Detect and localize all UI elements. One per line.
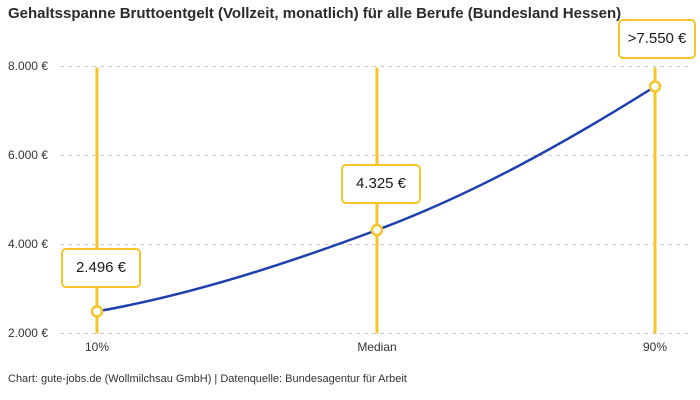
x-tick-90pct: 90% xyxy=(642,340,668,354)
y-tick-4000: 4.000 € xyxy=(7,237,48,251)
value-label-90pct: >7.550 € xyxy=(618,19,696,59)
chart-title: Gehaltsspanne Bruttoentgelt (Vollzeit, m… xyxy=(8,5,622,22)
y-tick-2000: 2.000 € xyxy=(7,326,48,340)
y-tick-6000: 6.000 € xyxy=(7,148,48,162)
x-tick-10pct: 10% xyxy=(84,340,110,354)
source-attribution: Chart: gute-jobs.de (Wollmilchsau GmbH) … xyxy=(8,373,407,385)
value-label-median: 4.325 € xyxy=(341,164,421,204)
y-tick-8000: 8.000 € xyxy=(7,59,48,73)
value-label-10pct: 2.496 € xyxy=(61,248,141,288)
x-tick-median: Median xyxy=(357,340,397,354)
